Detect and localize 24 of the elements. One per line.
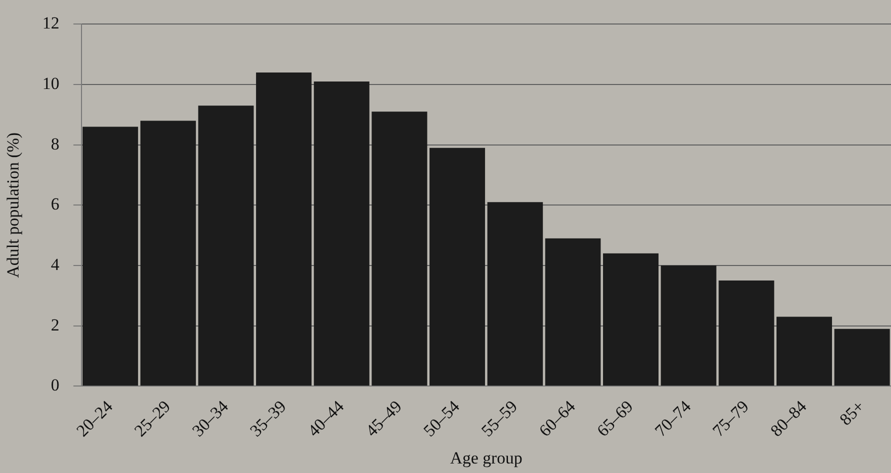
bar <box>776 316 832 386</box>
bar <box>314 82 370 386</box>
bar <box>430 148 486 386</box>
y-tick-label: 6 <box>50 194 60 214</box>
y-axis-title: Adult population (%) <box>4 132 23 278</box>
bar <box>82 126 138 386</box>
bar <box>198 106 254 386</box>
x-axis-title: Age group <box>450 448 522 468</box>
y-tick-label: 12 <box>42 14 60 33</box>
bar <box>660 265 716 386</box>
bar <box>603 253 659 386</box>
y-tick-label: 2 <box>50 315 60 334</box>
bar <box>487 202 543 386</box>
bar <box>140 120 196 386</box>
x-tick-label: 85+ <box>836 396 868 430</box>
bar <box>256 72 312 386</box>
y-tick-label: 4 <box>50 254 60 274</box>
bar <box>834 328 890 386</box>
bar <box>545 238 601 386</box>
y-tick-label: 0 <box>50 376 60 395</box>
bar <box>718 280 774 386</box>
y-tick-label: 8 <box>50 134 60 154</box>
y-tick-label: 10 <box>42 74 60 93</box>
bar <box>372 112 428 386</box>
